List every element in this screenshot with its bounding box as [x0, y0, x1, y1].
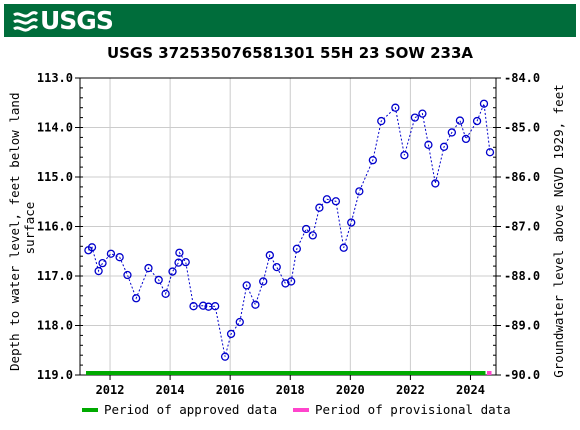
y-axis-right-label: Groundwater level above NGVD 1929, feet	[551, 84, 566, 378]
data-point	[281, 279, 290, 288]
data-point	[431, 179, 440, 188]
data-point	[322, 195, 332, 204]
data-point	[272, 262, 281, 272]
x-tick-label: 2020	[336, 383, 365, 397]
data-point	[161, 289, 170, 298]
data-point	[472, 116, 482, 126]
data-point	[292, 244, 302, 253]
x-tick-label: 2014	[156, 383, 185, 397]
data-point	[259, 277, 268, 286]
y-tick-label-right: -85.0	[504, 121, 540, 135]
data-point	[377, 116, 386, 126]
data-point	[132, 294, 141, 303]
y-tick-label-right: -86.0	[504, 170, 540, 184]
data-point	[485, 148, 495, 157]
data-point	[455, 116, 465, 125]
data-point	[115, 253, 124, 262]
y-tick-label-right: -84.0	[504, 71, 540, 85]
data-point	[410, 113, 420, 122]
data-point	[211, 302, 220, 311]
data-point	[98, 258, 107, 268]
data-point	[424, 140, 433, 149]
data-point	[461, 134, 471, 144]
data-point	[315, 203, 324, 212]
y-axis-left-label: Depth to water level, feet below land su…	[7, 85, 37, 371]
data-point	[220, 352, 230, 361]
data-point	[339, 243, 348, 252]
data-point	[308, 231, 317, 240]
x-tick-label: 2018	[276, 383, 305, 397]
data-point	[242, 281, 251, 290]
data-point	[447, 128, 456, 137]
usgs-logo-text: USGS	[40, 6, 114, 35]
data-point	[355, 187, 364, 196]
data-point	[302, 224, 311, 234]
data-point	[265, 251, 274, 260]
data-point	[226, 329, 236, 339]
data-point	[439, 142, 449, 151]
usgs-banner: USGS	[4, 4, 576, 37]
data-point	[198, 301, 208, 310]
grid-lines	[75, 77, 501, 380]
data-point	[94, 266, 103, 276]
y-tick-label-left: 113.0	[37, 71, 73, 85]
data-point	[144, 263, 153, 273]
data-point	[123, 270, 132, 280]
x-tick-label: 2022	[396, 383, 425, 397]
x-tick-label: 2012	[96, 383, 125, 397]
data-point	[368, 156, 378, 165]
y-tick-label-right: -89.0	[504, 319, 540, 333]
usgs-logo[interactable]: USGS	[12, 6, 114, 35]
data-point	[391, 103, 400, 112]
legend-provisional-label: Period of provisional data	[315, 402, 511, 417]
data-point	[331, 197, 341, 206]
data-point	[479, 99, 489, 108]
data-point	[175, 248, 184, 257]
chart-title: USGS 372535076581301 55H 23 SOW 233A	[107, 44, 473, 62]
axis-tick-labels: 113.0 -84.0 114.0 -85.0 115.0 -86.0 116.0 -87.0…	[37, 71, 540, 397]
y-tick-label-right: -88.0	[504, 269, 540, 283]
usgs-wave-icon	[13, 11, 38, 32]
data-point	[347, 218, 356, 227]
data-point	[189, 302, 198, 311]
y-tick-label-right: -87.0	[504, 220, 540, 234]
data-series	[84, 99, 495, 361]
y-tick-label-left: 117.0	[37, 269, 73, 283]
x-tick-label: 2024	[456, 383, 485, 397]
y-axis-left-label-line-1: Depth to water level, feet below land	[7, 93, 22, 371]
x-tick-label: 2016	[216, 383, 245, 397]
data-point	[287, 277, 296, 286]
legend-approved-label: Period of approved data	[104, 402, 277, 417]
legend: Period of approved data Period of provis…	[82, 402, 511, 417]
y-axis-left-label-line-2: surface	[22, 202, 37, 255]
data-point	[106, 249, 116, 258]
data-point	[87, 243, 97, 252]
data-point	[400, 151, 409, 160]
data-point	[181, 257, 190, 267]
y-tick-label-right: -90.0	[504, 368, 540, 382]
data-point	[235, 317, 244, 327]
y-tick-label-left: 119.0	[37, 368, 73, 382]
y-tick-label-left: 116.0	[37, 220, 73, 234]
data-point	[418, 109, 427, 118]
y-tick-label-left: 115.0	[37, 170, 73, 184]
y-tick-label-left: 118.0	[37, 319, 73, 333]
data-point	[168, 267, 177, 276]
data-point	[154, 275, 163, 285]
y-tick-label-left: 114.0	[37, 121, 73, 135]
data-point	[251, 300, 260, 309]
